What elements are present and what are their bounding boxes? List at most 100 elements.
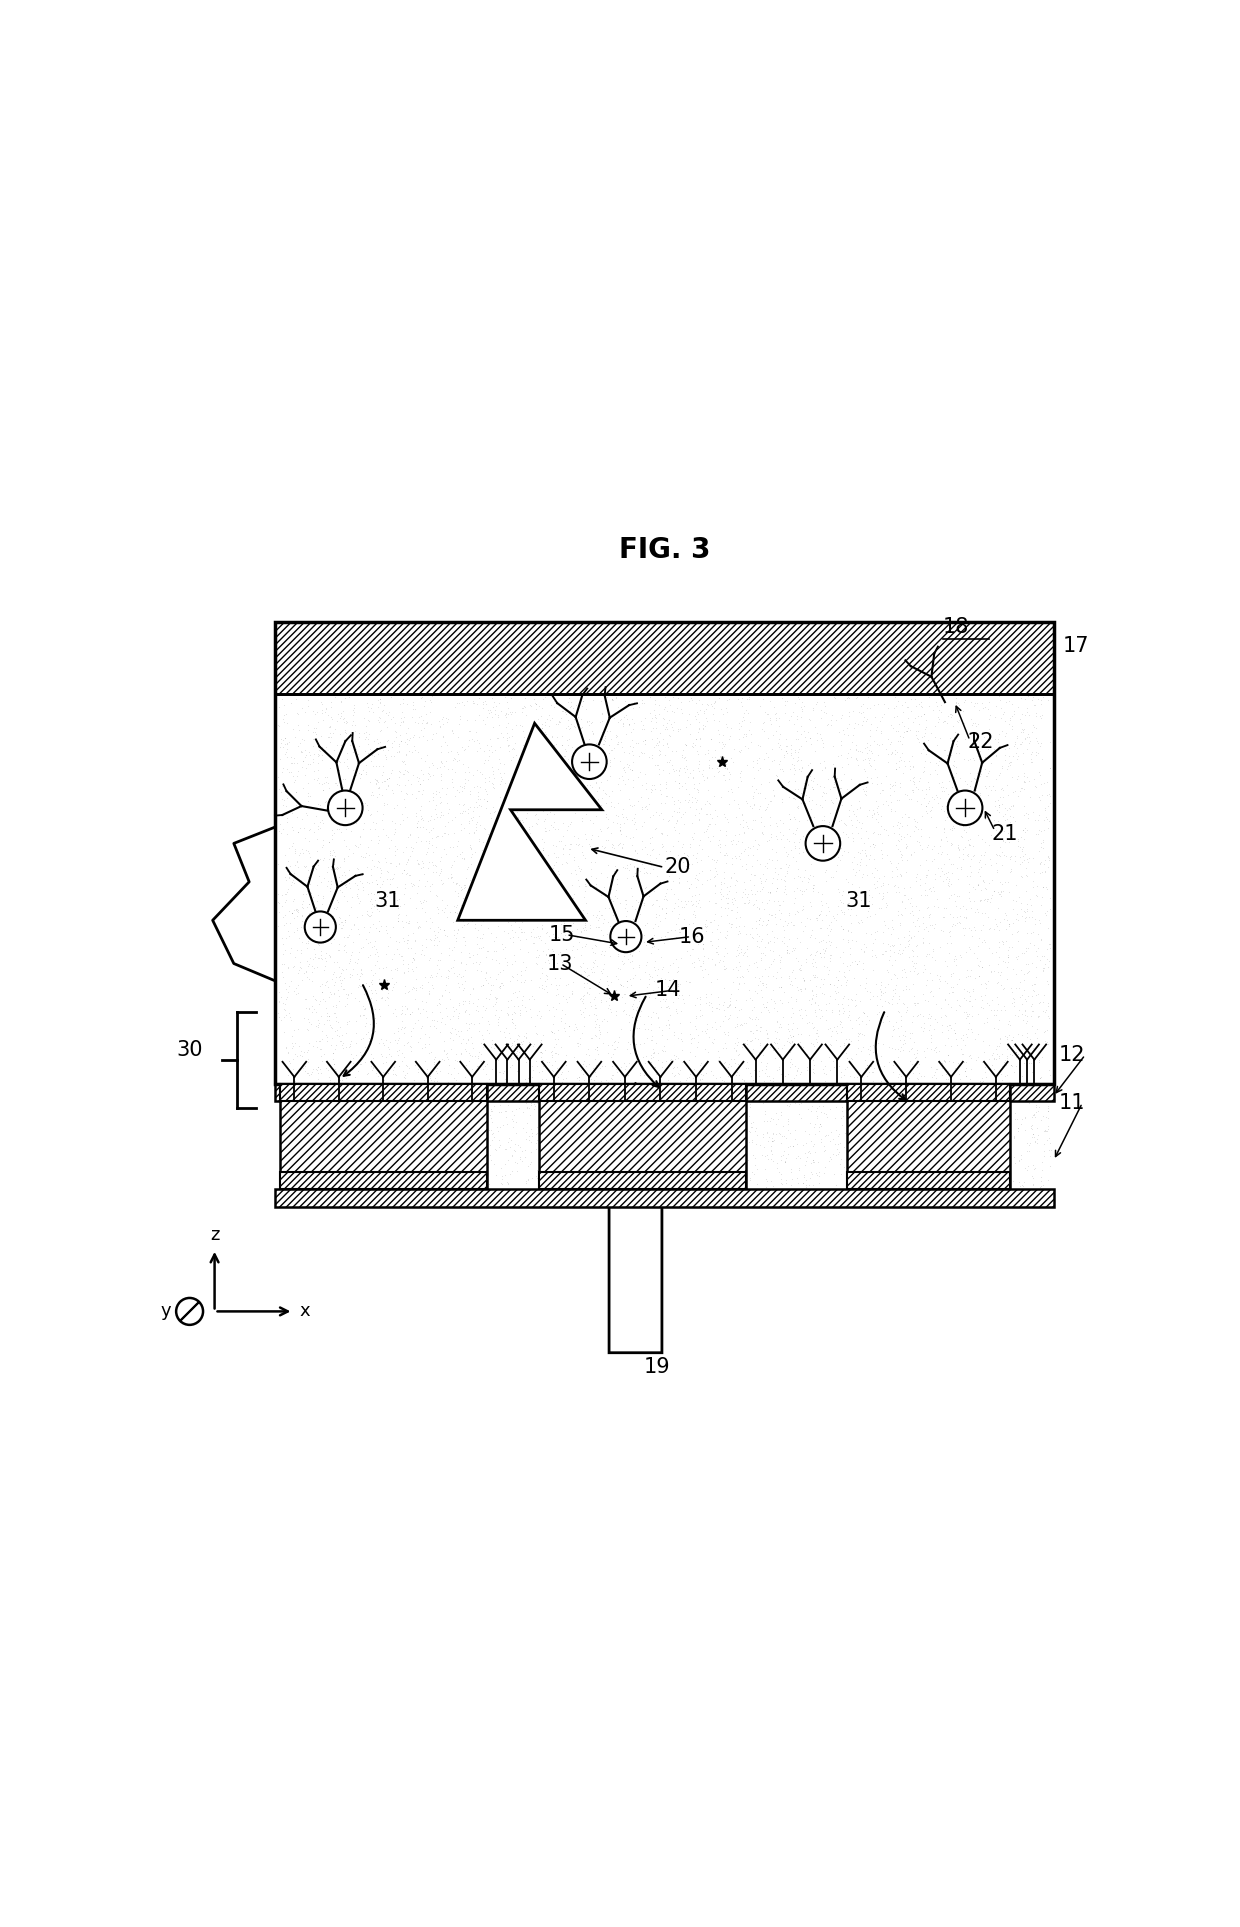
Point bbox=[822, 700, 842, 730]
Point bbox=[908, 715, 928, 746]
Point bbox=[497, 946, 517, 977]
Point bbox=[637, 794, 657, 825]
Point bbox=[303, 723, 322, 753]
Point bbox=[1033, 682, 1053, 713]
Point bbox=[916, 779, 936, 809]
Point bbox=[358, 1058, 378, 1089]
Point bbox=[506, 917, 526, 948]
Point bbox=[941, 927, 961, 958]
Point bbox=[712, 694, 732, 725]
Point bbox=[805, 1147, 825, 1177]
Point bbox=[496, 836, 516, 867]
Point bbox=[573, 933, 593, 964]
Point bbox=[405, 798, 425, 829]
Point bbox=[322, 819, 342, 850]
Point bbox=[485, 981, 505, 1012]
Point bbox=[361, 734, 381, 765]
Point bbox=[863, 1029, 883, 1060]
Point bbox=[1006, 1050, 1025, 1081]
Point bbox=[415, 896, 435, 927]
Point bbox=[368, 846, 388, 877]
Point bbox=[730, 734, 750, 765]
Point bbox=[593, 738, 613, 769]
Point bbox=[330, 703, 350, 734]
Point bbox=[527, 688, 547, 719]
Point bbox=[517, 952, 537, 983]
Point bbox=[1034, 940, 1054, 971]
Point bbox=[740, 875, 760, 906]
Point bbox=[436, 746, 456, 777]
Point bbox=[693, 709, 713, 740]
Point bbox=[764, 1035, 784, 1066]
Point bbox=[962, 788, 982, 819]
Point bbox=[934, 705, 954, 736]
Point bbox=[480, 765, 500, 796]
Point bbox=[794, 875, 813, 906]
Point bbox=[574, 1002, 594, 1033]
Point bbox=[559, 834, 579, 865]
Point bbox=[419, 1021, 439, 1052]
Point bbox=[689, 1066, 709, 1096]
Point bbox=[562, 765, 582, 796]
Point bbox=[1019, 721, 1039, 752]
Point bbox=[708, 1035, 728, 1066]
Point bbox=[790, 973, 810, 1004]
Point bbox=[365, 994, 384, 1025]
Point bbox=[591, 985, 611, 1016]
Point bbox=[634, 1060, 653, 1091]
Point bbox=[413, 994, 433, 1025]
Point bbox=[820, 1093, 839, 1123]
Point bbox=[961, 1041, 981, 1071]
Point bbox=[425, 794, 445, 825]
Point bbox=[574, 915, 594, 946]
Point bbox=[361, 800, 381, 831]
Point bbox=[629, 931, 649, 962]
Point bbox=[978, 694, 998, 725]
Point bbox=[704, 950, 724, 981]
Point bbox=[763, 1170, 782, 1201]
Point bbox=[769, 750, 789, 780]
Point bbox=[937, 1039, 957, 1069]
Point bbox=[821, 1029, 841, 1060]
Point bbox=[290, 838, 310, 869]
Point bbox=[448, 1004, 467, 1035]
Point bbox=[579, 705, 599, 736]
Point bbox=[392, 994, 412, 1025]
Point bbox=[1014, 713, 1034, 744]
Point bbox=[456, 948, 476, 979]
Point bbox=[1025, 967, 1045, 998]
Point bbox=[286, 698, 306, 728]
Point bbox=[766, 701, 786, 732]
Point bbox=[729, 844, 749, 875]
Point bbox=[477, 967, 497, 998]
Point bbox=[583, 937, 603, 967]
Point bbox=[565, 956, 585, 987]
Point bbox=[508, 807, 528, 838]
Point bbox=[502, 1027, 522, 1058]
Point bbox=[910, 863, 930, 894]
Point bbox=[842, 946, 862, 977]
Point bbox=[273, 929, 293, 960]
Point bbox=[590, 956, 610, 987]
Point bbox=[966, 775, 986, 805]
Point bbox=[885, 869, 905, 900]
Point bbox=[717, 750, 737, 780]
Point bbox=[971, 969, 991, 1000]
Point bbox=[567, 933, 587, 964]
Point bbox=[804, 1170, 823, 1201]
Point bbox=[299, 1004, 319, 1035]
Point bbox=[480, 734, 500, 765]
Point bbox=[336, 1017, 356, 1048]
Point bbox=[1003, 908, 1023, 938]
Point bbox=[939, 1046, 959, 1077]
Point bbox=[787, 746, 807, 777]
Point bbox=[275, 728, 295, 759]
Point bbox=[973, 802, 993, 832]
Point bbox=[899, 692, 919, 723]
Point bbox=[1021, 1000, 1040, 1031]
Point bbox=[340, 730, 360, 761]
Point bbox=[725, 1027, 745, 1058]
Point bbox=[786, 815, 806, 846]
Point bbox=[861, 744, 880, 775]
Point bbox=[791, 950, 811, 981]
